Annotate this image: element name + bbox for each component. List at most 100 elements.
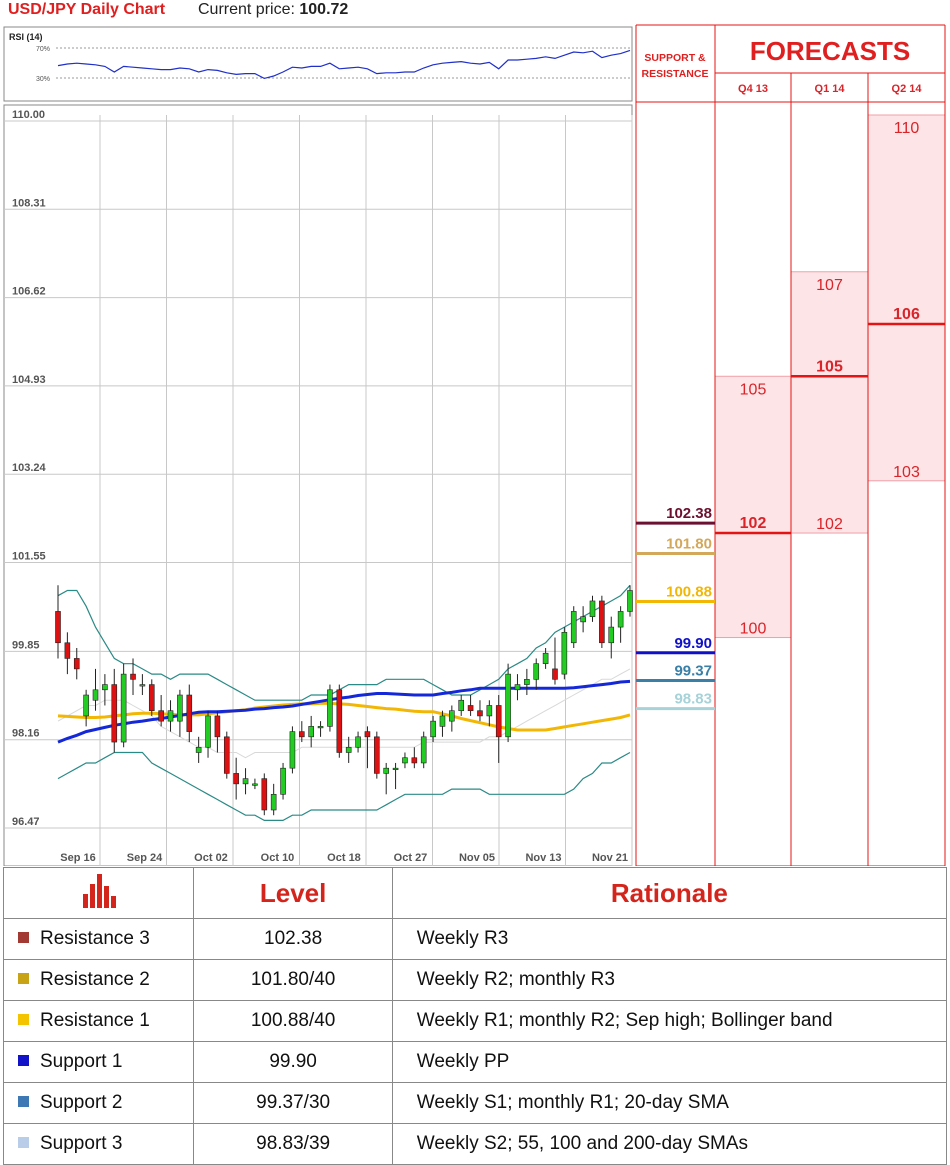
row-name: Support 2 — [40, 1092, 123, 1113]
bollinger-lower-line — [57, 751, 631, 821]
candle — [486, 700, 493, 727]
forecast-low-label: 100 — [740, 621, 767, 638]
levels-table-header: Level Rationale — [2, 867, 948, 919]
candle — [289, 726, 296, 774]
bar-chart-icon-cell — [2, 867, 195, 919]
candle-body — [223, 736, 230, 774]
sr-levels: 102.38 101.80 100.88 99.90 99.37 98.83 — [636, 505, 715, 711]
candle-body — [430, 720, 436, 738]
row-level: 99.90 — [193, 1041, 393, 1083]
bollinger-upper-line — [57, 584, 631, 701]
candle-body — [327, 689, 333, 727]
chart-title: USD/JPY Daily Chart — [8, 1, 166, 18]
x-tick-label: Sep 24 — [127, 852, 163, 864]
candle — [580, 606, 586, 633]
x-tick-label: Nov 21 — [592, 852, 628, 864]
bollinger-bands — [57, 584, 631, 821]
candle — [345, 736, 352, 763]
sma20-line — [57, 668, 631, 759]
rsi-panel: RSI (14) 70% 30% — [3, 26, 633, 102]
candle-body — [270, 794, 277, 811]
candle — [111, 668, 118, 753]
candle — [270, 783, 277, 816]
candle-body — [158, 710, 164, 722]
candle-body — [177, 694, 183, 722]
candle-body — [261, 778, 268, 811]
candle — [299, 721, 305, 743]
candle-body — [92, 689, 99, 701]
chart-header: USD/JPY Daily Chart Current price: 100.7… — [0, 0, 636, 24]
candle — [148, 679, 155, 716]
price-frame — [3, 104, 633, 866]
candle-body — [167, 710, 174, 722]
candle-body — [402, 757, 408, 764]
candle — [420, 731, 427, 769]
candle — [477, 700, 483, 722]
candle-body — [64, 642, 71, 659]
candle-body — [355, 736, 361, 748]
level-header: Level — [193, 867, 393, 919]
forecast-grid — [635, 24, 946, 866]
candle — [617, 606, 624, 643]
current-price-value: 100.72 — [299, 1, 349, 18]
sr-level-label: 100.88 — [666, 584, 712, 601]
color-swatch — [18, 1137, 29, 1148]
candle — [570, 606, 577, 648]
x-tick-label: Nov 05 — [459, 852, 495, 864]
forecast-panel: SUPPORT & RESISTANCE FORECASTS 105 100 102… — [635, 24, 946, 866]
candle — [252, 778, 258, 790]
row-level: 101.80/40 — [193, 959, 393, 1001]
forecast-low-label: 102 — [816, 516, 843, 533]
candle-body — [495, 705, 502, 738]
y-tick-label: 106.62 — [12, 286, 46, 298]
candle-body — [345, 746, 352, 753]
candle — [317, 721, 324, 737]
sr-level-label: 99.37 — [674, 662, 712, 679]
table-row: Resistance 1 100.88/40 Weekly R1; monthl… — [2, 1000, 948, 1042]
sr-level-label: 98.83 — [674, 691, 712, 708]
candle — [102, 674, 108, 706]
sr-level-label: 101.80 — [666, 535, 712, 552]
candle — [167, 700, 174, 732]
candle — [233, 757, 239, 800]
candle — [92, 668, 99, 711]
grid — [4, 115, 633, 866]
candle-body — [467, 705, 474, 711]
candle — [599, 595, 605, 648]
candle-body — [280, 767, 286, 795]
candle-body — [589, 600, 596, 617]
candle-body — [83, 694, 89, 717]
candle-body — [533, 663, 540, 680]
candle — [533, 658, 540, 690]
candle — [383, 762, 389, 795]
sr-level-label: 99.90 — [674, 635, 712, 652]
current-price-label: Current price: — [198, 1, 295, 18]
candle-body — [195, 746, 202, 753]
candle — [411, 747, 418, 769]
table-row: Support 3 98.83/39 Weekly S2; 55, 100 an… — [2, 1123, 948, 1165]
candle-body — [308, 726, 314, 738]
price-panel: 110.00 108.31 106.62 104.93 103.24 101.55 99.8… — [3, 104, 633, 866]
candle-body — [458, 699, 465, 711]
candle-body — [505, 673, 511, 738]
candle-body — [542, 652, 549, 664]
rsi-70-label: 70% — [36, 46, 50, 53]
row-level: 99.37/30 — [193, 1082, 393, 1124]
forecast-mid-label: 106 — [893, 306, 920, 323]
candle — [439, 710, 446, 737]
candle-body — [599, 600, 605, 644]
candle — [467, 695, 474, 716]
x-tick-label: Oct 18 — [327, 852, 361, 864]
candle-body — [111, 684, 118, 743]
sr-title-2: RESISTANCE — [642, 68, 709, 80]
candle — [130, 658, 136, 696]
candle-body — [214, 715, 221, 738]
candle-body — [439, 715, 446, 727]
candle-body — [514, 684, 521, 691]
row-rationale: Weekly S2; 55, 100 and 200-day SMAs — [391, 1123, 948, 1165]
color-swatch — [18, 1096, 29, 1107]
row-name: Resistance 3 — [40, 928, 150, 949]
current-price: Current price: 100.72 — [198, 1, 348, 19]
forecast-range-box — [867, 114, 946, 482]
candle-body — [486, 705, 493, 717]
